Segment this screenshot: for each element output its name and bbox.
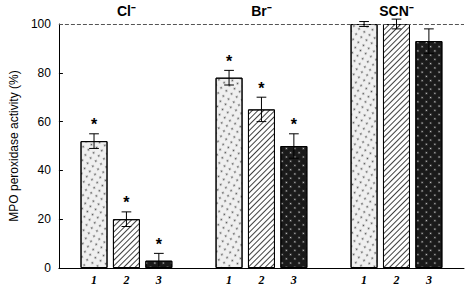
svg-text:2: 2 [257,273,264,287]
svg-text:*: * [291,116,298,133]
svg-text:3: 3 [425,273,432,287]
svg-text:Br⁻: Br⁻ [251,3,272,19]
svg-text:*: * [226,53,233,70]
svg-text:1: 1 [361,273,367,287]
svg-text:60: 60 [38,115,52,129]
svg-text:*: * [258,80,265,97]
svg-text:Cl⁻: Cl⁻ [117,3,136,19]
svg-text:SCN⁻: SCN⁻ [379,3,414,19]
svg-text:*: * [91,116,98,133]
svg-text:1: 1 [226,273,232,287]
svg-text:*: * [156,236,163,253]
svg-text:3: 3 [155,273,162,287]
svg-text:2: 2 [122,273,129,287]
svg-text:1: 1 [91,273,97,287]
svg-text:40: 40 [38,163,52,177]
svg-text:*: * [123,194,130,211]
svg-text:80: 80 [38,66,52,80]
svg-text:0: 0 [44,261,51,275]
svg-text:2: 2 [392,273,399,287]
svg-text:MPO peroxidase activity (%): MPO peroxidase activity (%) [7,70,21,221]
svg-text:20: 20 [38,212,52,226]
svg-text:3: 3 [290,273,297,287]
svg-text:100: 100 [31,17,51,31]
